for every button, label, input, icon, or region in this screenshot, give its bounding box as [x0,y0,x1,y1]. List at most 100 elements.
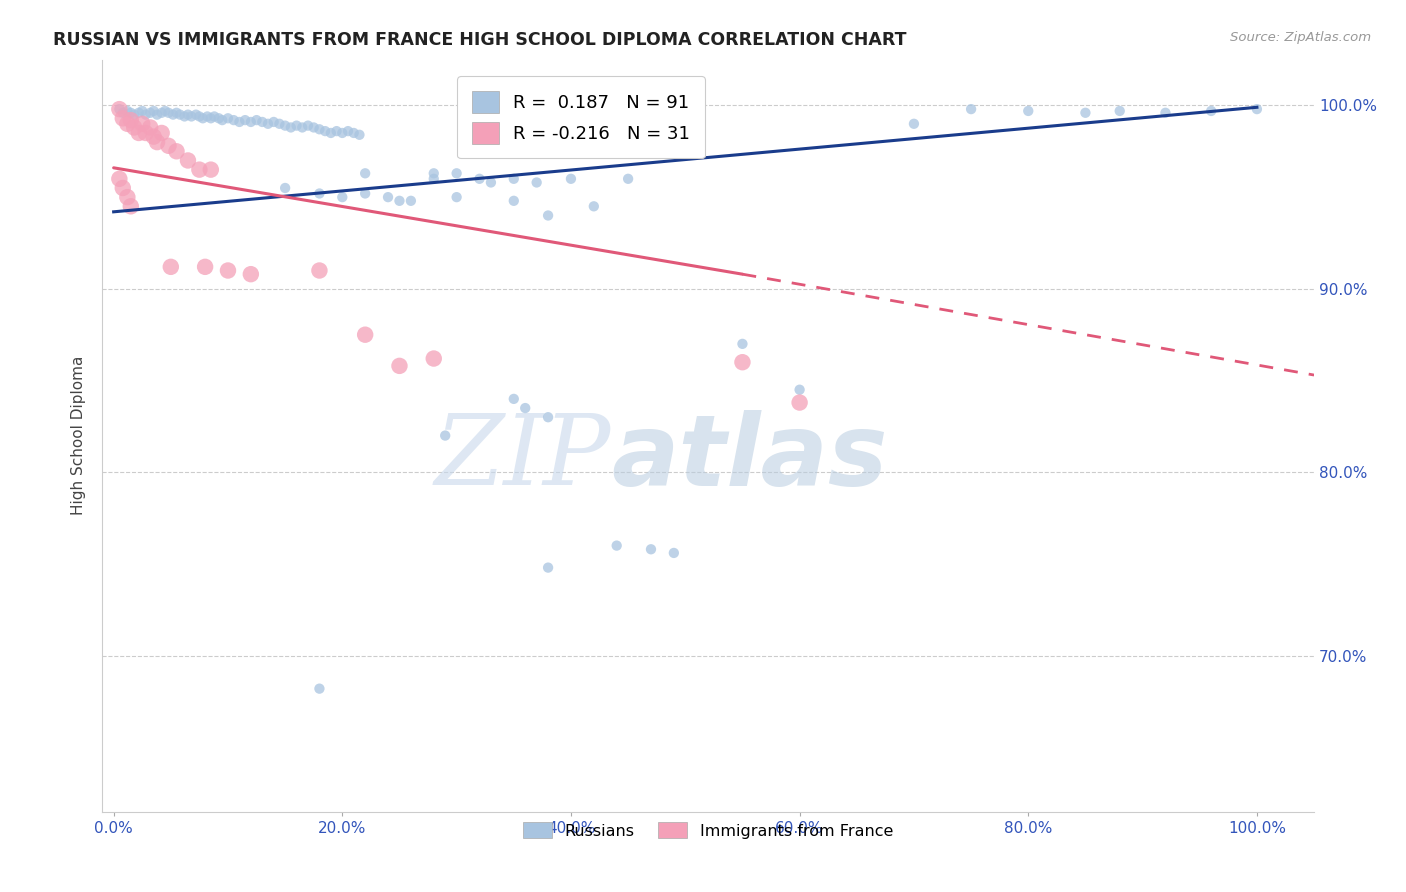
Point [640,542,662,557]
Point [194,260,217,274]
Point [191,112,214,126]
Point [330,190,353,204]
Point [285,119,308,133]
Point [308,122,330,136]
Point [662,546,685,560]
Text: Source: ZipAtlas.com: Source: ZipAtlas.com [1230,31,1371,45]
Point [157,138,180,153]
Point [217,112,239,126]
Point [120,113,142,128]
Point [308,186,330,201]
Point [274,119,297,133]
Point [257,117,280,131]
Point [354,327,377,342]
Point [188,162,211,177]
Point [354,166,377,180]
Text: ZIP: ZIP [434,410,612,506]
Point [122,107,145,121]
Point [423,351,446,366]
Point [131,103,153,118]
Point [280,120,302,135]
Point [388,359,411,373]
Point [135,107,157,121]
Point [169,107,191,121]
Point [537,410,560,425]
Point [153,103,176,118]
Point [502,171,524,186]
Point [330,126,353,140]
Point [1074,105,1097,120]
Point [120,105,142,120]
Point [162,107,184,121]
Point [135,126,157,140]
Point [197,110,219,124]
Point [108,171,131,186]
Point [314,124,336,138]
Point [122,120,145,135]
Point [274,181,297,195]
Point [142,129,165,144]
Point [502,194,524,208]
Point [349,128,371,142]
Point [903,117,925,131]
Point [297,119,319,133]
Point [108,102,131,116]
Point [146,107,169,121]
Point [526,176,548,190]
Point [423,166,446,180]
Point [731,355,754,369]
Point [789,383,811,397]
Point [319,126,342,140]
Point [308,681,330,696]
Point [1246,102,1268,116]
Point [399,194,422,208]
Point [560,171,582,186]
Point [128,126,150,140]
Point [159,260,181,274]
Point [131,117,153,131]
Point [245,113,267,128]
Point [269,117,291,131]
Point [446,190,468,204]
Point [200,112,222,126]
Point [537,560,560,574]
Point [606,539,628,553]
Point [239,267,262,281]
Point [166,145,188,159]
Point [111,105,134,120]
Point [446,166,468,180]
Point [222,113,245,128]
Point [673,145,696,159]
Point [180,110,202,124]
Point [515,401,537,415]
Point [233,113,256,128]
Point [157,105,180,120]
Point [139,120,162,135]
Point [731,337,754,351]
Point [537,209,560,223]
Point [108,102,131,116]
Point [502,392,524,406]
Point [188,110,211,124]
Point [468,171,491,186]
Point [1199,103,1222,118]
Legend: Russians, Immigrants from France: Russians, Immigrants from France [516,815,900,845]
Point [377,190,399,204]
Point [139,105,162,120]
Text: atlas: atlas [612,409,887,507]
Point [291,120,314,135]
Text: RUSSIAN VS IMMIGRANTS FROM FRANCE HIGH SCHOOL DIPLOMA CORRELATION CHART: RUSSIAN VS IMMIGRANTS FROM FRANCE HIGH S… [53,31,907,49]
Point [208,112,231,126]
Point [217,263,239,277]
Point [325,124,347,138]
Point [1017,103,1039,118]
Point [117,117,139,131]
Point [434,428,457,442]
Point [263,115,285,129]
Point [146,135,169,149]
Point [239,115,262,129]
Point [960,102,983,116]
Point [120,199,142,213]
Point [789,395,811,409]
Point [177,153,200,168]
